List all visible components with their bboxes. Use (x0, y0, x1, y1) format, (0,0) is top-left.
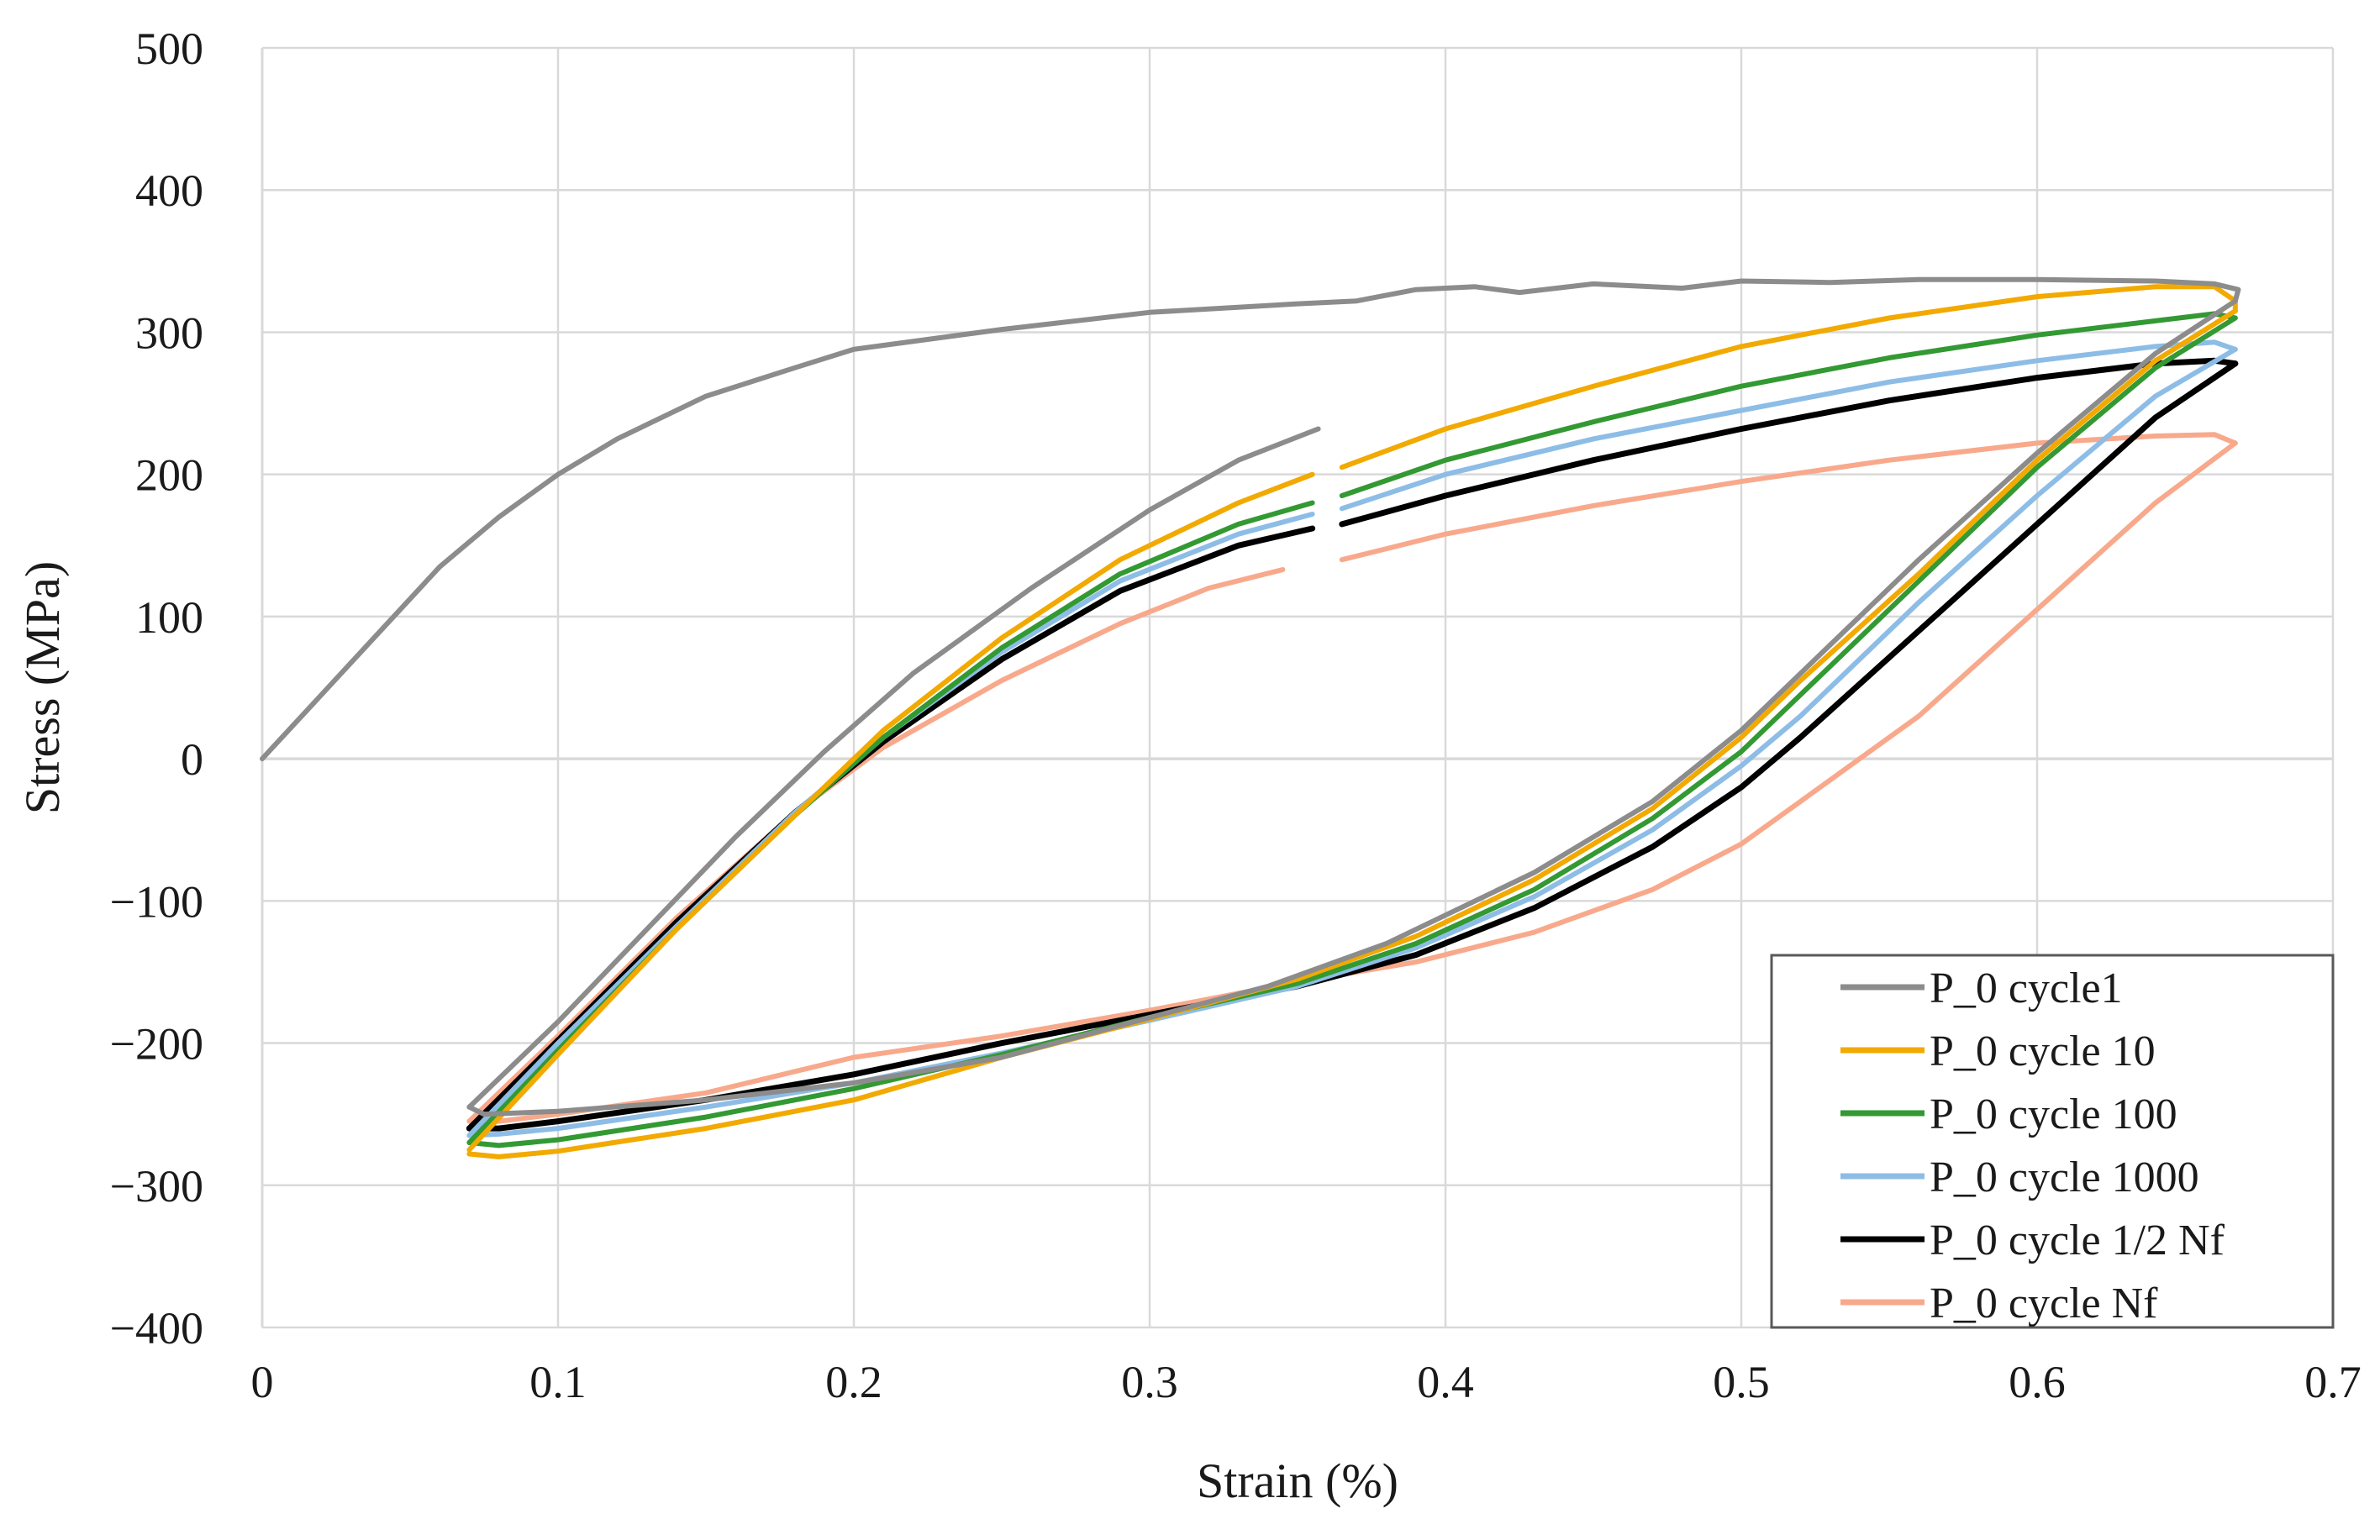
y-axis-title: Stress (MPa) (15, 561, 70, 814)
y-tick-label: 0 (181, 734, 203, 785)
y-tick-label: 200 (135, 450, 203, 501)
series-line-p-0-cycle1 (260, 276, 2241, 762)
legend-label: P_0 cycle 1000 (1930, 1154, 2199, 1201)
axes: 0 0.1 0.2 0.3 0.4 0.5 0.6 0.7 −400 −300 −200 −100 0 1… (110, 24, 2362, 1407)
legend-label: P_0 cycle1 (1930, 964, 2123, 1012)
x-tick-label: 0.7 (2304, 1357, 2362, 1407)
legend-box (1770, 954, 2335, 1329)
x-tick-label: 0.3 (1121, 1357, 1178, 1407)
y-tick-label: 100 (135, 592, 203, 643)
legend-label: P_0 cycle 100 (1930, 1091, 2177, 1138)
x-tick-label: 0.5 (1713, 1357, 1770, 1407)
y-tick-label: −100 (110, 876, 203, 927)
y-tick-label: 500 (135, 24, 203, 74)
series-line-p-0-cycle-nf (466, 440, 2238, 1124)
x-axis-title: Strain (%) (1197, 1453, 1398, 1508)
series-line-p-0-cycle-10 (466, 308, 2238, 1159)
legend-label: P_0 cycle 10 (1930, 1028, 2156, 1075)
y-tick-label: −400 (110, 1303, 203, 1353)
y-tick-label: −300 (110, 1161, 203, 1212)
series-line-p-0-cycle-nf (466, 567, 1286, 1124)
y-tick-label: 300 (135, 307, 203, 358)
x-tick-label: 0.1 (529, 1357, 587, 1407)
series-line-p-0-cycle1 (466, 298, 2238, 1117)
x-tick-label: 0.4 (1417, 1357, 1474, 1407)
series-line-p-0-cycle-1-2-nf (466, 360, 2239, 1132)
series-line-p-0-cycle-10 (1339, 284, 2238, 470)
series-line-p-0-cycle-nf (1339, 432, 2238, 563)
y-tick-label: −200 (110, 1019, 203, 1070)
x-tick-label: 0.2 (825, 1357, 882, 1407)
legend-label: P_0 cycle Nf (1930, 1280, 2158, 1327)
series-line-p-0-cycle-100 (466, 315, 2238, 1148)
legend-label: P_0 cycle 1/2 Nf (1930, 1217, 2225, 1264)
x-tick-label: 0.6 (2009, 1357, 2066, 1407)
x-tick-label: 0 (251, 1357, 274, 1407)
series-line-p-0-cycle-1000 (466, 346, 2238, 1138)
series-line-p-0-cycle-10 (466, 471, 1315, 1153)
series-line-p-0-cycle-100 (1339, 311, 2238, 498)
series-layer (260, 276, 2241, 1159)
series-line-p-0-cycle1 (466, 426, 1321, 1110)
legend: P_0 cycle1 P_0 cycle 10 P_0 cycle 100 P_0 c… (1770, 954, 2335, 1329)
y-tick-label: 400 (135, 166, 203, 216)
series-line-p-0-cycle-1-2-nf (1339, 357, 2239, 528)
